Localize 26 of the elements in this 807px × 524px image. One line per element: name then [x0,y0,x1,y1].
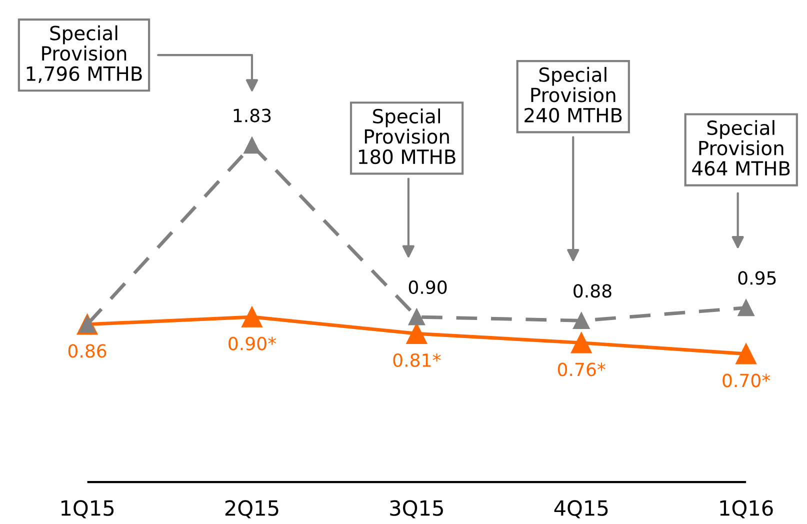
data-label: 0.81* [393,353,441,368]
annotation: Special Provision 180 MTHB [358,108,456,164]
point [736,343,756,364]
point [573,312,590,329]
data-label: 0.90 [408,280,447,294]
x-tick-label: 1Q16 [720,500,773,518]
point [408,308,426,326]
x-tick-label: 4Q15 [554,500,608,518]
x-tick-label: 3Q15 [390,500,443,518]
text: Special Provision 240 MTHB [524,66,622,123]
data-label: 0.95 [738,271,776,285]
text: Special Provision 1,796 MTHB [26,25,142,83]
data-label: 0.90* [228,336,276,350]
point [244,136,260,154]
data-label: 0.88 [574,284,612,298]
point [738,299,754,316]
data-label: 0.70* [722,374,770,388]
point [570,332,592,354]
x-tick-label: 1Q15 [61,500,114,518]
data-label: 0.76* [558,362,606,376]
x-tick-label: 2Q15 [225,500,278,518]
point [242,306,262,328]
data-label: 0.86 [68,344,106,358]
point [406,323,428,344]
annotation: Special Provision 464 MTHB [692,120,790,176]
data-label: 1.83 [234,108,271,122]
